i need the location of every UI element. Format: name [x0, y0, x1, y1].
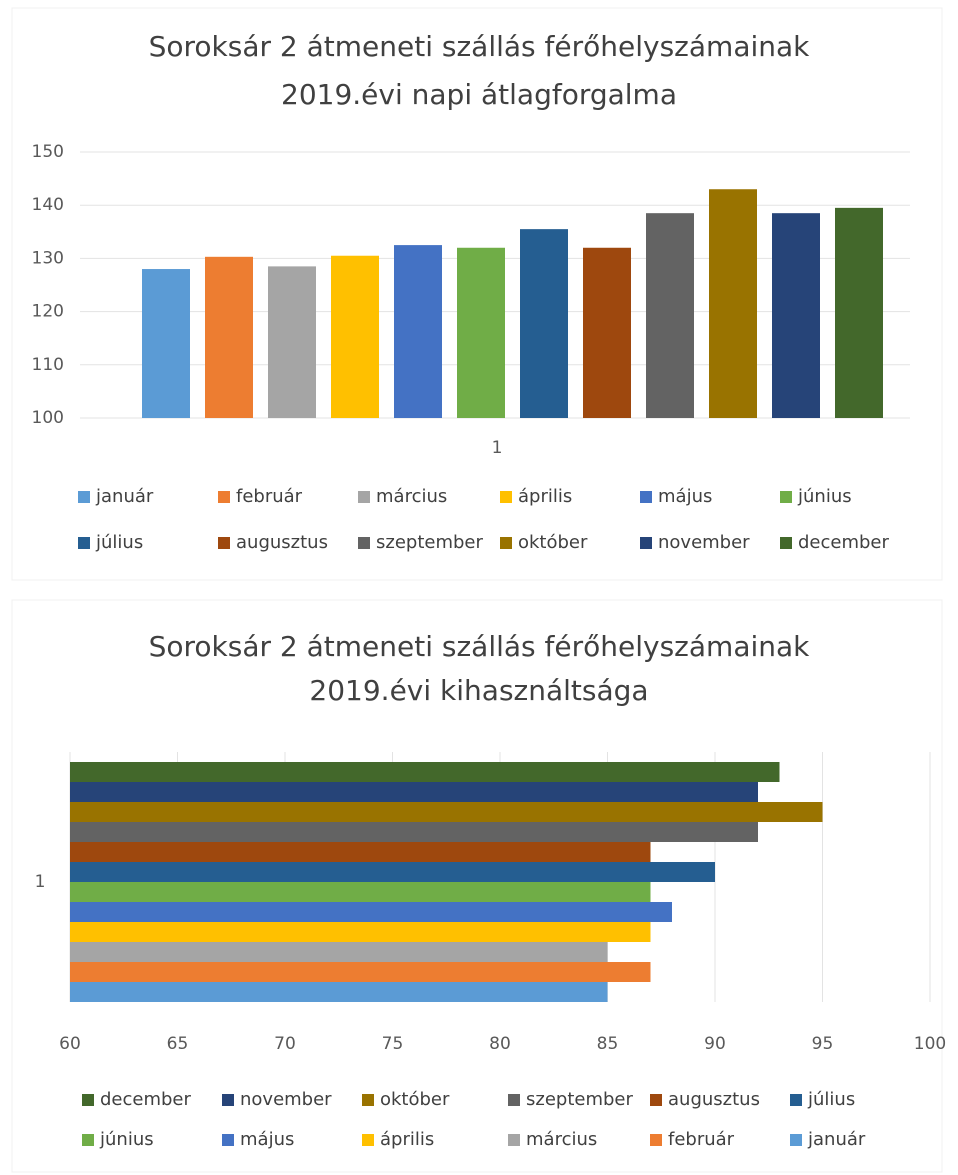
legend-swatch: [222, 1134, 234, 1146]
y-tick-label: 130: [32, 248, 64, 268]
legend-label: január: [807, 1129, 866, 1150]
chart-title: Soroksár 2 átmeneti szállás férőhelyszám…: [149, 30, 811, 63]
bar: [583, 247, 631, 418]
x-tick-label: 75: [382, 1034, 404, 1054]
legend-label: április: [518, 486, 572, 507]
y-tick-label: 110: [32, 355, 64, 375]
legend-swatch: [218, 537, 230, 549]
x-tick-label: 70: [274, 1034, 296, 1054]
chart-title: Soroksár 2 átmeneti szállás férőhelyszám…: [149, 630, 811, 663]
legend-label: február: [236, 486, 303, 507]
bar: [70, 862, 715, 882]
legend-swatch: [790, 1094, 802, 1106]
x-tick-label: 1: [492, 438, 503, 458]
x-tick-label: 90: [704, 1034, 726, 1054]
legend-label: november: [240, 1089, 332, 1110]
y-tick-label: 100: [32, 408, 64, 428]
bar: [394, 245, 442, 418]
legend-swatch: [500, 537, 512, 549]
legend-swatch: [362, 1134, 374, 1146]
x-tick-label: 60: [59, 1034, 81, 1054]
legend-swatch: [650, 1094, 662, 1106]
legend-label: január: [95, 486, 154, 507]
legend-label: október: [518, 532, 588, 553]
legend-label: június: [99, 1129, 154, 1150]
legend-label: február: [668, 1129, 735, 1150]
legend-label: augusztus: [668, 1089, 760, 1110]
y-tick-label: 120: [32, 302, 64, 322]
bar: [70, 802, 823, 822]
legend-swatch: [78, 491, 90, 503]
bar: [70, 882, 651, 902]
legend-label: július: [95, 532, 143, 553]
bar: [70, 982, 608, 1002]
bar: [331, 255, 379, 418]
legend-swatch: [78, 537, 90, 549]
legend-label: augusztus: [236, 532, 328, 553]
bar: [70, 762, 780, 782]
bar: [205, 256, 253, 418]
legend-swatch: [362, 1094, 374, 1106]
legend-swatch: [82, 1134, 94, 1146]
legend-label: április: [380, 1129, 434, 1150]
x-tick-label: 80: [489, 1034, 511, 1054]
legend-swatch: [500, 491, 512, 503]
chart-title: 2019.évi kihasználtsága: [309, 674, 648, 707]
x-tick-label: 65: [167, 1034, 189, 1054]
legend-label: szeptember: [526, 1089, 633, 1110]
legend-swatch: [508, 1134, 520, 1146]
legend-swatch: [358, 537, 370, 549]
legend-label: december: [798, 532, 890, 553]
legend-swatch: [790, 1134, 802, 1146]
bar: [70, 822, 758, 842]
x-tick-label: 85: [597, 1034, 619, 1054]
legend-label: március: [526, 1129, 597, 1150]
legend-swatch: [508, 1094, 520, 1106]
legend-label: március: [376, 486, 447, 507]
legend-swatch: [82, 1094, 94, 1106]
legend-swatch: [358, 491, 370, 503]
legend-label: július: [807, 1089, 855, 1110]
bar: [646, 213, 694, 418]
legend-label: május: [658, 486, 712, 507]
bar: [520, 229, 568, 418]
y-tick-label: 150: [32, 142, 64, 162]
x-tick-label: 95: [812, 1034, 834, 1054]
bar: [772, 213, 820, 418]
bar: [709, 189, 757, 418]
x-tick-label: 100: [914, 1034, 946, 1054]
legend-swatch: [780, 537, 792, 549]
y-tick-label: 1: [35, 872, 46, 892]
legend-swatch: [640, 491, 652, 503]
legend-swatch: [218, 491, 230, 503]
bar: [457, 247, 505, 418]
legend-swatch: [640, 537, 652, 549]
legend-label: június: [797, 486, 852, 507]
bar: [70, 942, 608, 962]
legend-swatch: [650, 1134, 662, 1146]
legend-swatch: [780, 491, 792, 503]
legend-swatch: [222, 1094, 234, 1106]
legend-label: május: [240, 1129, 294, 1150]
bar: [268, 266, 316, 418]
bar: [70, 922, 651, 942]
bar: [70, 962, 651, 982]
legend-label: október: [380, 1089, 450, 1110]
bar: [70, 782, 758, 802]
legend-label: december: [100, 1089, 192, 1110]
bar: [70, 842, 651, 862]
bar: [70, 902, 672, 922]
legend-label: november: [658, 532, 750, 553]
bar: [142, 269, 190, 418]
bar: [835, 207, 883, 418]
legend-label: szeptember: [376, 532, 483, 553]
y-tick-label: 140: [32, 195, 64, 215]
chart-title: 2019.évi napi átlagforgalma: [281, 78, 677, 111]
